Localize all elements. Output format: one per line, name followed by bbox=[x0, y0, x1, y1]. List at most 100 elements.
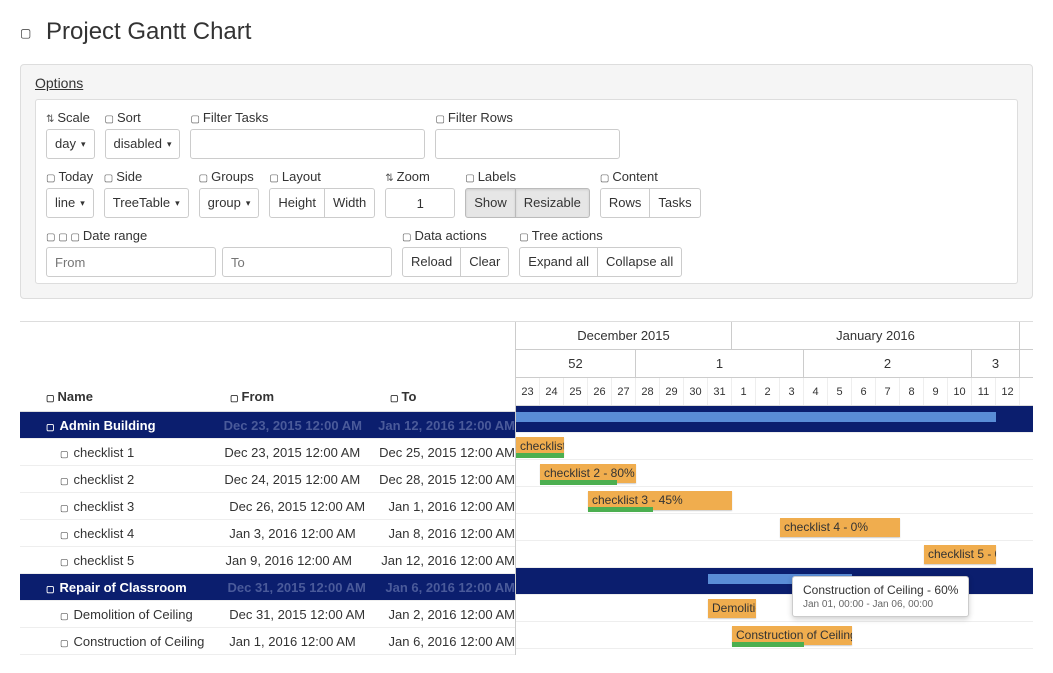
row-from: Jan 1, 2016 12:00 AM bbox=[229, 634, 388, 649]
timeline-row: checklist 3 - 45% bbox=[516, 487, 1033, 514]
date-from-input[interactable] bbox=[46, 247, 216, 277]
row-from: Dec 31, 2015 12:00 AM bbox=[229, 607, 388, 622]
collapse-icon[interactable]: ▢ bbox=[20, 26, 31, 40]
timeline-day: 3 bbox=[780, 378, 804, 405]
row-name: Admin Building bbox=[60, 418, 156, 433]
zoom-input[interactable] bbox=[385, 188, 455, 218]
row-from: Jan 3, 2016 12:00 AM bbox=[229, 526, 388, 541]
row-name: checklist 5 bbox=[74, 553, 135, 568]
side-select[interactable]: TreeTable▾ bbox=[104, 188, 189, 218]
timeline-week: 52 bbox=[516, 350, 636, 377]
timeline-day: 11 bbox=[972, 378, 996, 405]
tree-parent-row[interactable]: ▢Repair of ClassroomDec 31, 2015 12:00 A… bbox=[20, 574, 515, 601]
tree-child-row[interactable]: ▢checklist 3Dec 26, 2015 12:00 AMJan 1, … bbox=[20, 493, 515, 520]
gantt-task-bar[interactable]: checklist 5 - 0% bbox=[924, 545, 996, 564]
col-to[interactable]: To bbox=[402, 389, 417, 404]
row-expand-icon[interactable]: ▢ bbox=[46, 422, 55, 432]
tree-parent-row[interactable]: ▢ Admin Building Dec 23, 2015 12:00 AMJan … bbox=[20, 412, 515, 439]
row-to: Jan 8, 2016 12:00 AM bbox=[389, 526, 515, 541]
tree-child-row[interactable]: ▢checklist 4Jan 3, 2016 12:00 AMJan 8, 2… bbox=[20, 520, 515, 547]
row-expand-icon[interactable]: ▢ bbox=[46, 584, 55, 594]
gantt-progress-bar bbox=[540, 480, 617, 485]
row-expand-icon[interactable]: ▢ bbox=[60, 638, 69, 648]
scale-label: ⇅Scale bbox=[46, 110, 95, 125]
timeline-day: 30 bbox=[684, 378, 708, 405]
timeline-day: 2 bbox=[756, 378, 780, 405]
row-to: Jan 6, 2016 12:00 AM bbox=[389, 634, 515, 649]
today-select[interactable]: line▾ bbox=[46, 188, 94, 218]
row-from: Dec 23, 2015 12:00 AM bbox=[224, 418, 379, 433]
side-label: ▢Side bbox=[104, 169, 189, 184]
col-from[interactable]: From bbox=[242, 389, 275, 404]
gantt-chart: ▢Name ▢From ▢To ▢Admin BuildingDec 23, 2… bbox=[20, 321, 1033, 655]
groups-select[interactable]: group▾ bbox=[199, 188, 260, 218]
content-tasks-button[interactable]: Tasks bbox=[649, 188, 700, 218]
timeline-day: 5 bbox=[828, 378, 852, 405]
row-to: Jan 12, 2016 12:00 AM bbox=[381, 553, 515, 568]
tooltip-title: Construction of Ceiling - 60% bbox=[803, 583, 958, 597]
row-expand-icon[interactable]: ▢ bbox=[60, 476, 69, 486]
page-title-text: Project Gantt Chart bbox=[46, 18, 251, 45]
labels-resizable-button[interactable]: Resizable bbox=[515, 188, 590, 218]
task-tooltip: Construction of Ceiling - 60%Jan 01, 00:… bbox=[792, 576, 969, 617]
layout-width-button[interactable]: Width bbox=[324, 188, 375, 218]
collapse-all-button[interactable]: Collapse all bbox=[597, 247, 682, 277]
expand-all-button[interactable]: Expand all bbox=[519, 247, 598, 277]
date-to-input[interactable] bbox=[222, 247, 392, 277]
col-name[interactable]: Name bbox=[58, 389, 93, 404]
tree-child-row[interactable]: ▢checklist 2Dec 24, 2015 12:00 AMDec 28,… bbox=[20, 466, 515, 493]
row-to: Jan 12, 2016 12:00 AM bbox=[378, 418, 515, 433]
row-expand-icon[interactable]: ▢ bbox=[60, 530, 69, 540]
timeline-week: 2 bbox=[804, 350, 972, 377]
gantt-tree-table: ▢Name ▢From ▢To ▢Admin BuildingDec 23, 2… bbox=[20, 322, 515, 655]
timeline-day: 1 bbox=[732, 378, 756, 405]
tree-child-row[interactable]: ▢ checklist 5 Jan 9, 2016 12:00 AMJan 12, … bbox=[20, 547, 515, 574]
scale-select[interactable]: day▾ bbox=[46, 129, 95, 159]
tree-child-row[interactable]: ▢checklist 1Dec 23, 2015 12:00 AMDec 25,… bbox=[20, 439, 515, 466]
filter-rows-label: ▢Filter Rows bbox=[435, 110, 620, 125]
gantt-task-bar[interactable]: Demolition of Ceiling bbox=[708, 599, 756, 618]
gantt-task-bar[interactable]: checklist 4 - 0% bbox=[780, 518, 900, 537]
reload-button[interactable]: Reload bbox=[402, 247, 461, 277]
tree-child-row[interactable]: ▢Construction of CeilingJan 1, 2016 12:0… bbox=[20, 628, 515, 655]
row-to: Dec 28, 2015 12:00 AM bbox=[379, 472, 515, 487]
row-expand-icon[interactable]: ▢ bbox=[60, 449, 69, 459]
layout-height-button[interactable]: Height bbox=[269, 188, 325, 218]
gantt-parent-bar[interactable] bbox=[516, 412, 996, 422]
timeline-week: 3 bbox=[972, 350, 1020, 377]
timeline-day: 31 bbox=[708, 378, 732, 405]
timeline-month: December 2015 bbox=[516, 322, 732, 349]
zoom-label: ⇅Zoom bbox=[385, 169, 455, 184]
timeline-day: 29 bbox=[660, 378, 684, 405]
tree-table-header: ▢Name ▢From ▢To bbox=[20, 382, 515, 412]
timeline-day: 4 bbox=[804, 378, 828, 405]
page-title: ▢ Project Gantt Chart bbox=[20, 18, 1033, 46]
filter-tasks-input[interactable] bbox=[190, 129, 425, 159]
sort-label: ▢Sort bbox=[105, 110, 181, 125]
options-panel: Options ⇅Scale day▾ ▢Sort disabled▾ ▢Fil… bbox=[20, 64, 1033, 299]
options-toggle[interactable]: Options bbox=[35, 75, 83, 91]
filter-rows-input[interactable] bbox=[435, 129, 620, 159]
gantt-timeline[interactable]: December 2015January 2016 52123 23242526… bbox=[515, 322, 1033, 655]
row-name: checklist 3 bbox=[74, 499, 135, 514]
labels-show-button[interactable]: Show bbox=[465, 188, 516, 218]
row-from: Jan 9, 2016 12:00 AM bbox=[226, 553, 382, 568]
timeline-month: January 2016 bbox=[732, 322, 1020, 349]
data-actions-label: ▢Data actions bbox=[402, 228, 509, 243]
tree-actions-label: ▢Tree actions bbox=[519, 228, 682, 243]
content-rows-button[interactable]: Rows bbox=[600, 188, 651, 218]
tree-child-row[interactable]: ▢Demolition of CeilingDec 31, 2015 12:00… bbox=[20, 601, 515, 628]
row-expand-icon[interactable]: ▢ bbox=[60, 611, 69, 621]
row-expand-icon[interactable]: ▢ bbox=[60, 503, 69, 513]
date-range-label: ▢ ▢ ▢Date range bbox=[46, 228, 392, 243]
sort-select[interactable]: disabled▾ bbox=[105, 129, 181, 159]
clear-button[interactable]: Clear bbox=[460, 247, 509, 277]
row-expand-icon[interactable]: ▢ bbox=[60, 557, 69, 567]
timeline-day: 9 bbox=[924, 378, 948, 405]
options-body: ⇅Scale day▾ ▢Sort disabled▾ ▢Filter Task… bbox=[35, 99, 1018, 284]
row-name: checklist 2 bbox=[74, 472, 135, 487]
timeline-day: 12 bbox=[996, 378, 1020, 405]
row-from: Dec 23, 2015 12:00 AM bbox=[224, 445, 379, 460]
timeline-row: checklist 1 - 100% bbox=[516, 433, 1033, 460]
filter-tasks-label: ▢Filter Tasks bbox=[190, 110, 425, 125]
